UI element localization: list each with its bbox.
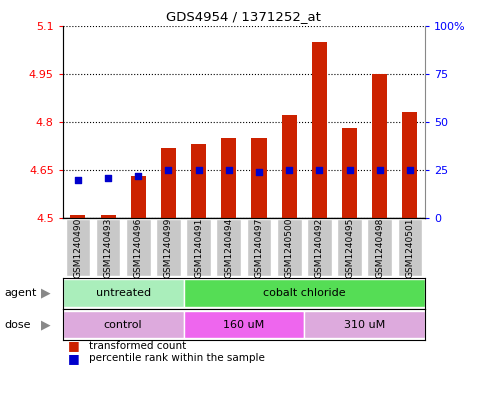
Text: percentile rank within the sample: percentile rank within the sample — [89, 353, 265, 364]
Bar — [131, 176, 146, 218]
Bar — [312, 42, 327, 218]
Text: GSM1240492: GSM1240492 — [315, 217, 324, 278]
Point — [315, 167, 323, 173]
Bar — [71, 215, 85, 218]
Point — [376, 167, 384, 173]
Text: ▶: ▶ — [41, 318, 51, 331]
Title: GDS4954 / 1371252_at: GDS4954 / 1371252_at — [167, 10, 321, 23]
Text: GSM1240491: GSM1240491 — [194, 217, 203, 278]
Bar — [282, 116, 297, 218]
Text: dose: dose — [5, 320, 31, 330]
FancyBboxPatch shape — [337, 219, 362, 276]
Point — [255, 169, 263, 175]
Point — [225, 167, 233, 173]
Text: GSM1240493: GSM1240493 — [103, 217, 113, 278]
FancyBboxPatch shape — [304, 311, 425, 338]
Point — [406, 167, 414, 173]
FancyBboxPatch shape — [307, 219, 332, 276]
Bar — [191, 144, 206, 218]
Bar — [100, 215, 115, 218]
Text: ■: ■ — [68, 352, 79, 365]
Bar — [342, 128, 357, 218]
Point — [195, 167, 202, 173]
Bar — [402, 112, 417, 218]
FancyBboxPatch shape — [277, 219, 301, 276]
FancyBboxPatch shape — [126, 219, 151, 276]
Text: untreated: untreated — [96, 288, 151, 298]
FancyBboxPatch shape — [184, 311, 304, 338]
Point — [74, 176, 82, 183]
Bar — [372, 73, 387, 218]
Point — [346, 167, 354, 173]
FancyBboxPatch shape — [247, 219, 271, 276]
Bar — [161, 147, 176, 218]
FancyBboxPatch shape — [66, 219, 90, 276]
Text: GSM1240490: GSM1240490 — [73, 217, 83, 278]
Text: agent: agent — [5, 288, 37, 298]
Text: GSM1240494: GSM1240494 — [224, 217, 233, 278]
Text: GSM1240495: GSM1240495 — [345, 217, 354, 278]
Text: 160 uM: 160 uM — [223, 320, 265, 330]
Text: control: control — [104, 320, 142, 330]
Bar — [221, 138, 236, 218]
FancyBboxPatch shape — [96, 219, 120, 276]
Text: transformed count: transformed count — [89, 341, 186, 351]
FancyBboxPatch shape — [398, 219, 422, 276]
Text: ■: ■ — [68, 339, 79, 353]
Bar — [252, 138, 267, 218]
Point — [165, 167, 172, 173]
Text: 310 uM: 310 uM — [344, 320, 385, 330]
Text: ▶: ▶ — [41, 286, 51, 300]
Text: GSM1240496: GSM1240496 — [134, 217, 143, 278]
FancyBboxPatch shape — [63, 279, 184, 307]
Text: GSM1240497: GSM1240497 — [255, 217, 264, 278]
Text: GSM1240500: GSM1240500 — [284, 217, 294, 278]
FancyBboxPatch shape — [186, 219, 211, 276]
FancyBboxPatch shape — [63, 311, 184, 338]
FancyBboxPatch shape — [368, 219, 392, 276]
Text: GSM1240501: GSM1240501 — [405, 217, 414, 278]
FancyBboxPatch shape — [184, 279, 425, 307]
Text: GSM1240499: GSM1240499 — [164, 217, 173, 278]
Text: cobalt chloride: cobalt chloride — [263, 288, 346, 298]
Point — [285, 167, 293, 173]
FancyBboxPatch shape — [156, 219, 181, 276]
Point — [134, 173, 142, 179]
FancyBboxPatch shape — [216, 219, 241, 276]
Text: GSM1240498: GSM1240498 — [375, 217, 384, 278]
Point — [104, 174, 112, 181]
